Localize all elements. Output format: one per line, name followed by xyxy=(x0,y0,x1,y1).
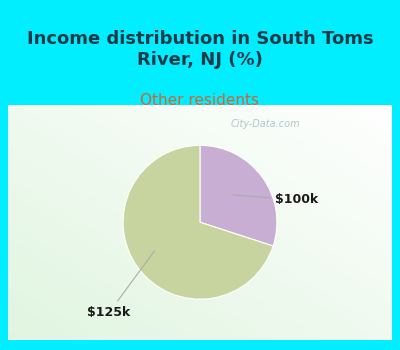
Text: City-Data.com: City-Data.com xyxy=(231,119,300,129)
Text: Income distribution in South Toms
River, NJ (%): Income distribution in South Toms River,… xyxy=(27,30,373,69)
Text: $100k: $100k xyxy=(233,194,318,206)
Text: Other residents: Other residents xyxy=(140,93,260,108)
Wedge shape xyxy=(200,145,277,246)
Text: $125k: $125k xyxy=(88,251,154,319)
Wedge shape xyxy=(123,145,273,299)
